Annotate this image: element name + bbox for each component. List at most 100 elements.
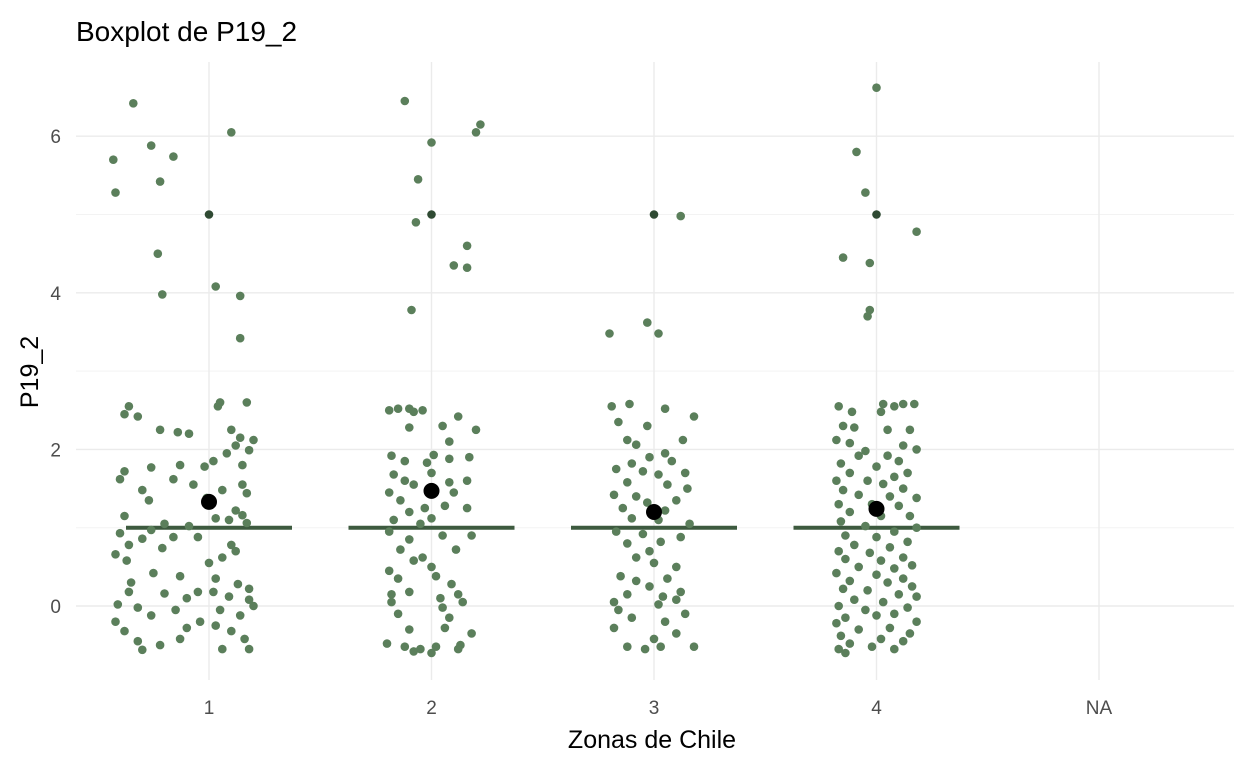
data-point: [462, 476, 472, 486]
data-point: [623, 539, 632, 548]
data-point: [244, 644, 254, 654]
data-point: [400, 642, 410, 651]
data-point: [409, 407, 419, 417]
data-point: [685, 519, 694, 529]
data-point: [614, 605, 623, 615]
data-point: [627, 459, 637, 468]
data-point: [160, 589, 169, 598]
data-point: [384, 488, 394, 497]
data-point: [841, 554, 850, 564]
mean-point: [423, 482, 440, 499]
data-point: [611, 464, 621, 474]
data-point: [854, 625, 863, 634]
data-point: [169, 152, 178, 161]
data-point: [427, 648, 436, 658]
data-point: [845, 639, 855, 648]
data-point: [854, 562, 863, 572]
data-point: [182, 593, 192, 603]
data-point: [422, 458, 432, 468]
data-point: [905, 629, 915, 638]
data-point: [878, 479, 888, 489]
data-point: [609, 623, 619, 633]
data-point: [832, 618, 841, 628]
data-point: [898, 553, 908, 562]
data-point: [907, 561, 917, 570]
data-point: [471, 128, 481, 137]
data-point: [462, 241, 472, 251]
data-point: [115, 474, 125, 484]
data-point: [238, 460, 247, 470]
y-tick-label: 4: [50, 284, 61, 305]
data-point: [238, 480, 247, 489]
data-point: [124, 540, 134, 550]
data-point: [625, 399, 634, 409]
data-point: [834, 402, 843, 411]
data-point: [155, 177, 165, 186]
data-point: [120, 511, 129, 521]
data-point: [912, 445, 921, 454]
data-point: [453, 644, 463, 654]
data-point: [193, 587, 203, 597]
data-point: [146, 141, 156, 150]
data-point: [242, 488, 252, 498]
data-point: [409, 647, 419, 656]
data-point: [213, 402, 223, 411]
data-point: [689, 642, 699, 651]
data-point: [663, 480, 672, 489]
data-point: [645, 452, 654, 462]
data-point: [427, 562, 436, 572]
data-point: [841, 531, 850, 540]
data-point: [890, 564, 899, 573]
data-point: [627, 613, 637, 622]
data-point: [113, 600, 123, 609]
data-point: [676, 532, 685, 542]
data-point: [224, 515, 234, 525]
data-point: [832, 435, 841, 445]
data-point: [654, 470, 663, 479]
data-point: [834, 644, 843, 654]
data-point: [872, 611, 881, 620]
data-point: [111, 188, 120, 197]
data-point: [387, 597, 396, 607]
data-point: [158, 543, 167, 553]
data-point: [656, 642, 665, 651]
data-point: [420, 503, 430, 513]
data-point: [883, 451, 892, 461]
mean-point: [646, 504, 662, 520]
data-point: [175, 460, 185, 470]
data-point: [211, 574, 220, 583]
data-point: [231, 441, 240, 450]
data-point: [872, 532, 881, 542]
data-point: [158, 290, 167, 299]
data-point: [854, 451, 863, 461]
data-point: [427, 138, 436, 147]
data-point: [244, 595, 254, 604]
jitter-points-layer: [109, 83, 921, 658]
data-point: [616, 571, 625, 581]
mean-point: [201, 493, 217, 510]
data-point: [133, 603, 143, 612]
data-point: [453, 590, 463, 599]
data-point: [850, 595, 859, 604]
data-point: [872, 83, 881, 92]
outlier-layer: [204, 210, 881, 219]
data-point: [854, 490, 863, 500]
data-point: [878, 399, 888, 409]
data-point: [120, 409, 129, 419]
data-point: [382, 639, 392, 648]
data-point: [440, 623, 450, 633]
data-point: [222, 449, 232, 458]
data-point: [838, 485, 848, 495]
data-point: [894, 501, 904, 511]
data-point: [242, 518, 252, 528]
data-point: [440, 501, 450, 511]
data-point: [189, 480, 198, 489]
x-tick-label: NA: [1086, 698, 1113, 719]
data-point: [193, 532, 203, 542]
data-point: [905, 425, 915, 435]
chart-title: Boxplot de P19_2: [76, 16, 297, 47]
data-point: [638, 529, 648, 539]
data-point: [235, 433, 245, 443]
data-point: [623, 590, 632, 599]
